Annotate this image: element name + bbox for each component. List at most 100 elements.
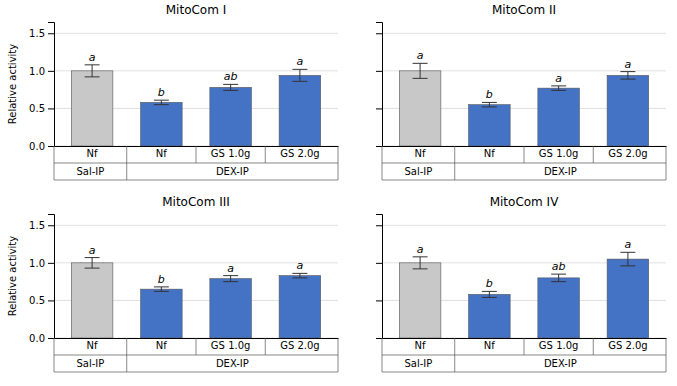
- letter: a: [297, 55, 304, 68]
- error-bar-cap: [620, 79, 635, 80]
- error-bar-stem: [420, 257, 421, 269]
- letter: a: [625, 238, 632, 251]
- grid: [382, 225, 666, 338]
- y-axis-line: [376, 23, 383, 147]
- error-bar-cap: [620, 252, 635, 253]
- grid: [382, 33, 666, 146]
- title: MitoCom I: [166, 3, 227, 17]
- error-bar-cap: [413, 63, 428, 64]
- label-frame-separator: [54, 146, 55, 180]
- y-axis-line: [48, 23, 55, 147]
- y-tick-mark: [376, 263, 382, 264]
- error-bar-stem: [299, 273, 300, 278]
- y-tick-label: 0.0: [29, 333, 45, 344]
- label-frame-separator: [666, 146, 667, 180]
- y-tick: 1.5: [29, 28, 54, 39]
- error-bar: [482, 102, 497, 107]
- label-frame-separator: [593, 146, 594, 163]
- bar: [210, 87, 252, 146]
- y-tick-mark: [376, 225, 382, 226]
- y-tick: 0.5: [29, 295, 54, 306]
- group-label: DEX-IP: [216, 166, 249, 177]
- bar: [469, 105, 511, 146]
- error-bar-stem: [92, 258, 93, 269]
- error-bar-stem: [299, 69, 300, 81]
- error-bar-cap: [85, 76, 100, 77]
- group-label: Sal-IP: [404, 166, 432, 177]
- label-frame-separator: [382, 146, 383, 180]
- letter: a: [89, 244, 96, 257]
- x-tick: Nf: [484, 148, 495, 159]
- y-tick: 0.5: [29, 103, 54, 114]
- label-frame: [382, 146, 666, 180]
- letter: a: [227, 262, 234, 275]
- y-tick-mark: [48, 108, 54, 109]
- label-frame-separator: [196, 338, 197, 355]
- bar: [607, 259, 649, 338]
- y-tick: [376, 263, 382, 264]
- error-bar-cap: [413, 268, 428, 269]
- x-axis-line: [55, 338, 339, 339]
- error-bar-cap: [292, 69, 307, 70]
- x-tick-label: Nf: [415, 340, 426, 351]
- letter: a: [625, 58, 632, 71]
- label-frame-separator: [196, 146, 197, 163]
- error-bar-cap: [154, 291, 169, 292]
- x-tick: Nf: [87, 148, 98, 159]
- error-bar-cap: [551, 274, 566, 275]
- label-frame-separator: [454, 338, 455, 372]
- x-tick: GS 2.0g: [608, 340, 648, 351]
- error-bar-stem: [627, 72, 628, 80]
- group-label: DEX-IP: [544, 358, 577, 369]
- error-bar-stem: [489, 291, 490, 297]
- error-bar: [620, 252, 635, 266]
- y-tick: [376, 33, 382, 34]
- grid-line: [382, 225, 666, 226]
- y-tick-mark: [48, 300, 54, 301]
- bar: [141, 102, 183, 146]
- error-bar-stem: [420, 63, 421, 78]
- error-bar-cap: [620, 71, 635, 72]
- error-bar-cap: [413, 256, 428, 257]
- label-frame-separator: [382, 338, 383, 372]
- x-tick-label: Nf: [87, 340, 98, 351]
- x-axis: NfNfGS 1.0gGS 2.0g: [383, 147, 667, 160]
- error-bar: [551, 86, 566, 91]
- error-bar-cap: [551, 281, 566, 282]
- y-tick-mark: [376, 300, 382, 301]
- y-axis-line: [376, 215, 383, 339]
- y-tick: 1.0: [29, 66, 54, 77]
- y-tick-label: 1.5: [29, 220, 45, 231]
- error-bar-cap: [292, 277, 307, 278]
- bar: [210, 279, 252, 338]
- panel: 0.00.51.01.5NfNfGS 1.0gGS 2.0gSal-IPDEX-…: [7, 3, 339, 180]
- y-tick-mark: [48, 338, 54, 339]
- error-bar: [413, 257, 428, 269]
- error-bar-stem: [489, 102, 490, 107]
- marks: [71, 258, 320, 338]
- error-bar-stem: [161, 287, 162, 292]
- chart: 0.00.51.01.5NfNfGS 1.0gGS 2.0gSal-IPDEX-…: [0, 0, 677, 386]
- error-bar-cap: [223, 90, 238, 91]
- title: MitoCom II: [492, 3, 556, 17]
- bar: [279, 75, 321, 146]
- title: MitoCom III: [162, 195, 230, 209]
- label-frame-separator: [126, 338, 127, 372]
- y-axis: 0.00.51.01.5: [29, 215, 54, 344]
- error-bar-cap: [551, 85, 566, 86]
- x-axis-line: [55, 146, 339, 147]
- y-tick-label: 1.0: [29, 66, 45, 77]
- y-tick-label: 1.5: [29, 28, 45, 39]
- error-bar-stem: [558, 86, 559, 91]
- x-tick: GS 1.0g: [539, 340, 579, 351]
- y-tick: 0.0: [29, 333, 54, 344]
- error-bar: [482, 291, 497, 297]
- error-bar-cap: [85, 257, 100, 258]
- y-axis-title: Relative activity: [7, 236, 18, 316]
- error-bar-cap: [85, 268, 100, 269]
- label-frame: [54, 338, 338, 372]
- grid: [54, 33, 338, 146]
- y-tick-mark: [376, 338, 382, 339]
- label-frame: [382, 338, 666, 372]
- x-axis: NfNfGS 1.0gGS 2.0g: [55, 339, 339, 352]
